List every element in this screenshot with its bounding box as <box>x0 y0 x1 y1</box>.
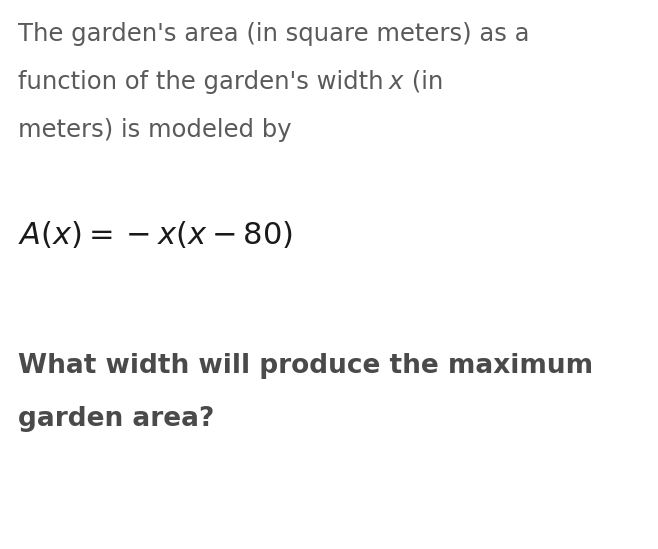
Text: $x$: $x$ <box>388 70 405 94</box>
Text: function of the garden's width: function of the garden's width <box>18 70 392 94</box>
Text: What width will produce the maximum: What width will produce the maximum <box>18 353 593 379</box>
Text: garden area?: garden area? <box>18 406 215 432</box>
Text: meters) is modeled by: meters) is modeled by <box>18 118 291 142</box>
Text: $A(x) = -x(x - 80)$: $A(x) = -x(x - 80)$ <box>18 219 293 250</box>
Text: (in: (in <box>404 70 443 94</box>
Text: The garden's area (in square meters) as a: The garden's area (in square meters) as … <box>18 22 530 46</box>
